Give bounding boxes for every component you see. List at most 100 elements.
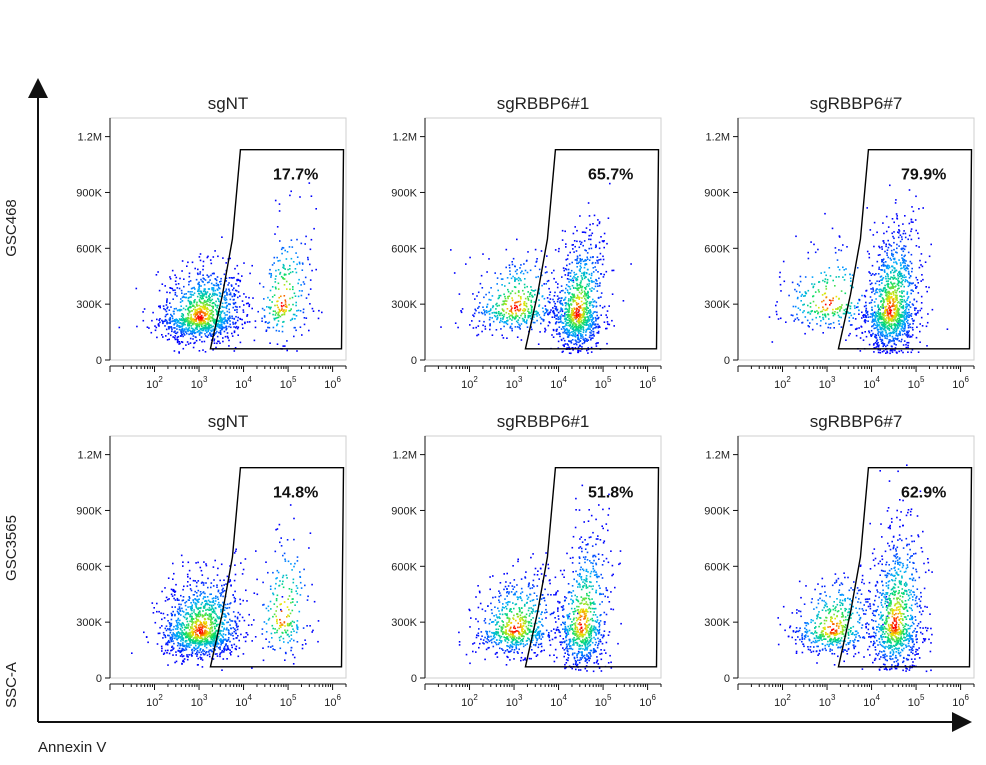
event-point	[592, 327, 595, 330]
event-point	[893, 323, 896, 325]
event-point	[925, 325, 928, 328]
event-point	[291, 317, 294, 320]
event-point	[200, 278, 202, 281]
event-point	[190, 287, 193, 290]
event-point	[284, 268, 286, 270]
event-point	[187, 330, 189, 333]
event-point	[590, 332, 592, 334]
event-point	[902, 344, 905, 346]
event-point	[565, 287, 567, 290]
event-point	[556, 314, 558, 316]
event-point	[881, 330, 884, 333]
event-point	[592, 312, 594, 315]
event-point	[875, 291, 877, 294]
event-point	[582, 336, 584, 338]
event-point	[186, 617, 188, 619]
event-point	[247, 302, 249, 304]
event-point	[597, 262, 599, 264]
event-point	[182, 611, 185, 613]
event-point	[579, 315, 582, 318]
event-point	[564, 314, 566, 317]
event-point	[807, 251, 809, 254]
event-point	[875, 314, 877, 316]
event-point	[560, 338, 563, 341]
event-point	[185, 332, 188, 335]
event-point	[154, 325, 156, 327]
event-point	[579, 344, 582, 347]
event-point	[597, 317, 599, 320]
event-point	[832, 321, 835, 324]
event-point	[880, 322, 882, 324]
event-point	[530, 307, 533, 309]
event-point	[879, 336, 881, 338]
event-point	[896, 215, 898, 217]
event-point	[849, 277, 852, 280]
event-point	[518, 304, 521, 307]
event-point	[519, 308, 522, 310]
event-point	[515, 320, 518, 323]
event-point	[285, 273, 287, 276]
event-point	[589, 304, 591, 307]
event-point	[204, 613, 206, 616]
event-point	[585, 263, 587, 265]
event-point	[522, 318, 524, 320]
event-point	[204, 306, 206, 308]
event-point	[531, 313, 533, 316]
event-point	[519, 324, 521, 327]
event-point	[905, 334, 907, 336]
event-point	[234, 309, 236, 311]
event-point	[280, 304, 283, 307]
event-point	[873, 301, 876, 303]
event-point	[855, 306, 858, 309]
event-point	[155, 326, 158, 329]
event-point	[910, 313, 913, 315]
event-point	[175, 276, 178, 279]
event-point	[556, 308, 559, 311]
event-point	[877, 306, 879, 308]
event-point	[904, 332, 906, 335]
event-point	[891, 335, 894, 338]
event-point	[872, 234, 875, 236]
event-point	[514, 309, 517, 312]
event-point	[568, 308, 570, 310]
event-point	[571, 323, 574, 326]
event-point	[576, 258, 578, 261]
event-point	[568, 346, 570, 349]
event-point	[876, 325, 879, 328]
x-tick-label: 103	[191, 375, 208, 391]
event-point	[488, 313, 491, 315]
event-point	[540, 250, 543, 252]
event-point	[894, 318, 896, 321]
event-point	[192, 638, 194, 641]
event-point	[902, 261, 905, 263]
event-point	[180, 331, 183, 333]
event-point	[221, 649, 224, 652]
event-point	[239, 341, 242, 344]
event-point	[189, 291, 191, 293]
event-point	[201, 637, 204, 640]
event-point	[179, 643, 182, 645]
event-point	[176, 625, 178, 628]
event-point	[896, 297, 898, 299]
event-point	[834, 311, 836, 313]
event-point	[195, 585, 198, 588]
event-point	[875, 324, 877, 326]
event-point	[210, 262, 213, 265]
event-point	[895, 312, 897, 314]
event-point	[917, 282, 919, 284]
event-point	[283, 312, 286, 314]
event-point	[172, 320, 174, 322]
event-point	[211, 618, 213, 620]
event-point	[226, 319, 229, 322]
event-point	[223, 296, 225, 299]
event-point	[893, 315, 896, 317]
event-point	[175, 332, 178, 335]
event-point	[189, 620, 191, 623]
event-point	[283, 278, 286, 280]
event-point	[576, 316, 578, 319]
event-point	[168, 629, 171, 631]
event-point	[567, 334, 569, 336]
event-point	[305, 317, 308, 319]
event-point	[165, 310, 168, 313]
event-point	[189, 637, 191, 640]
